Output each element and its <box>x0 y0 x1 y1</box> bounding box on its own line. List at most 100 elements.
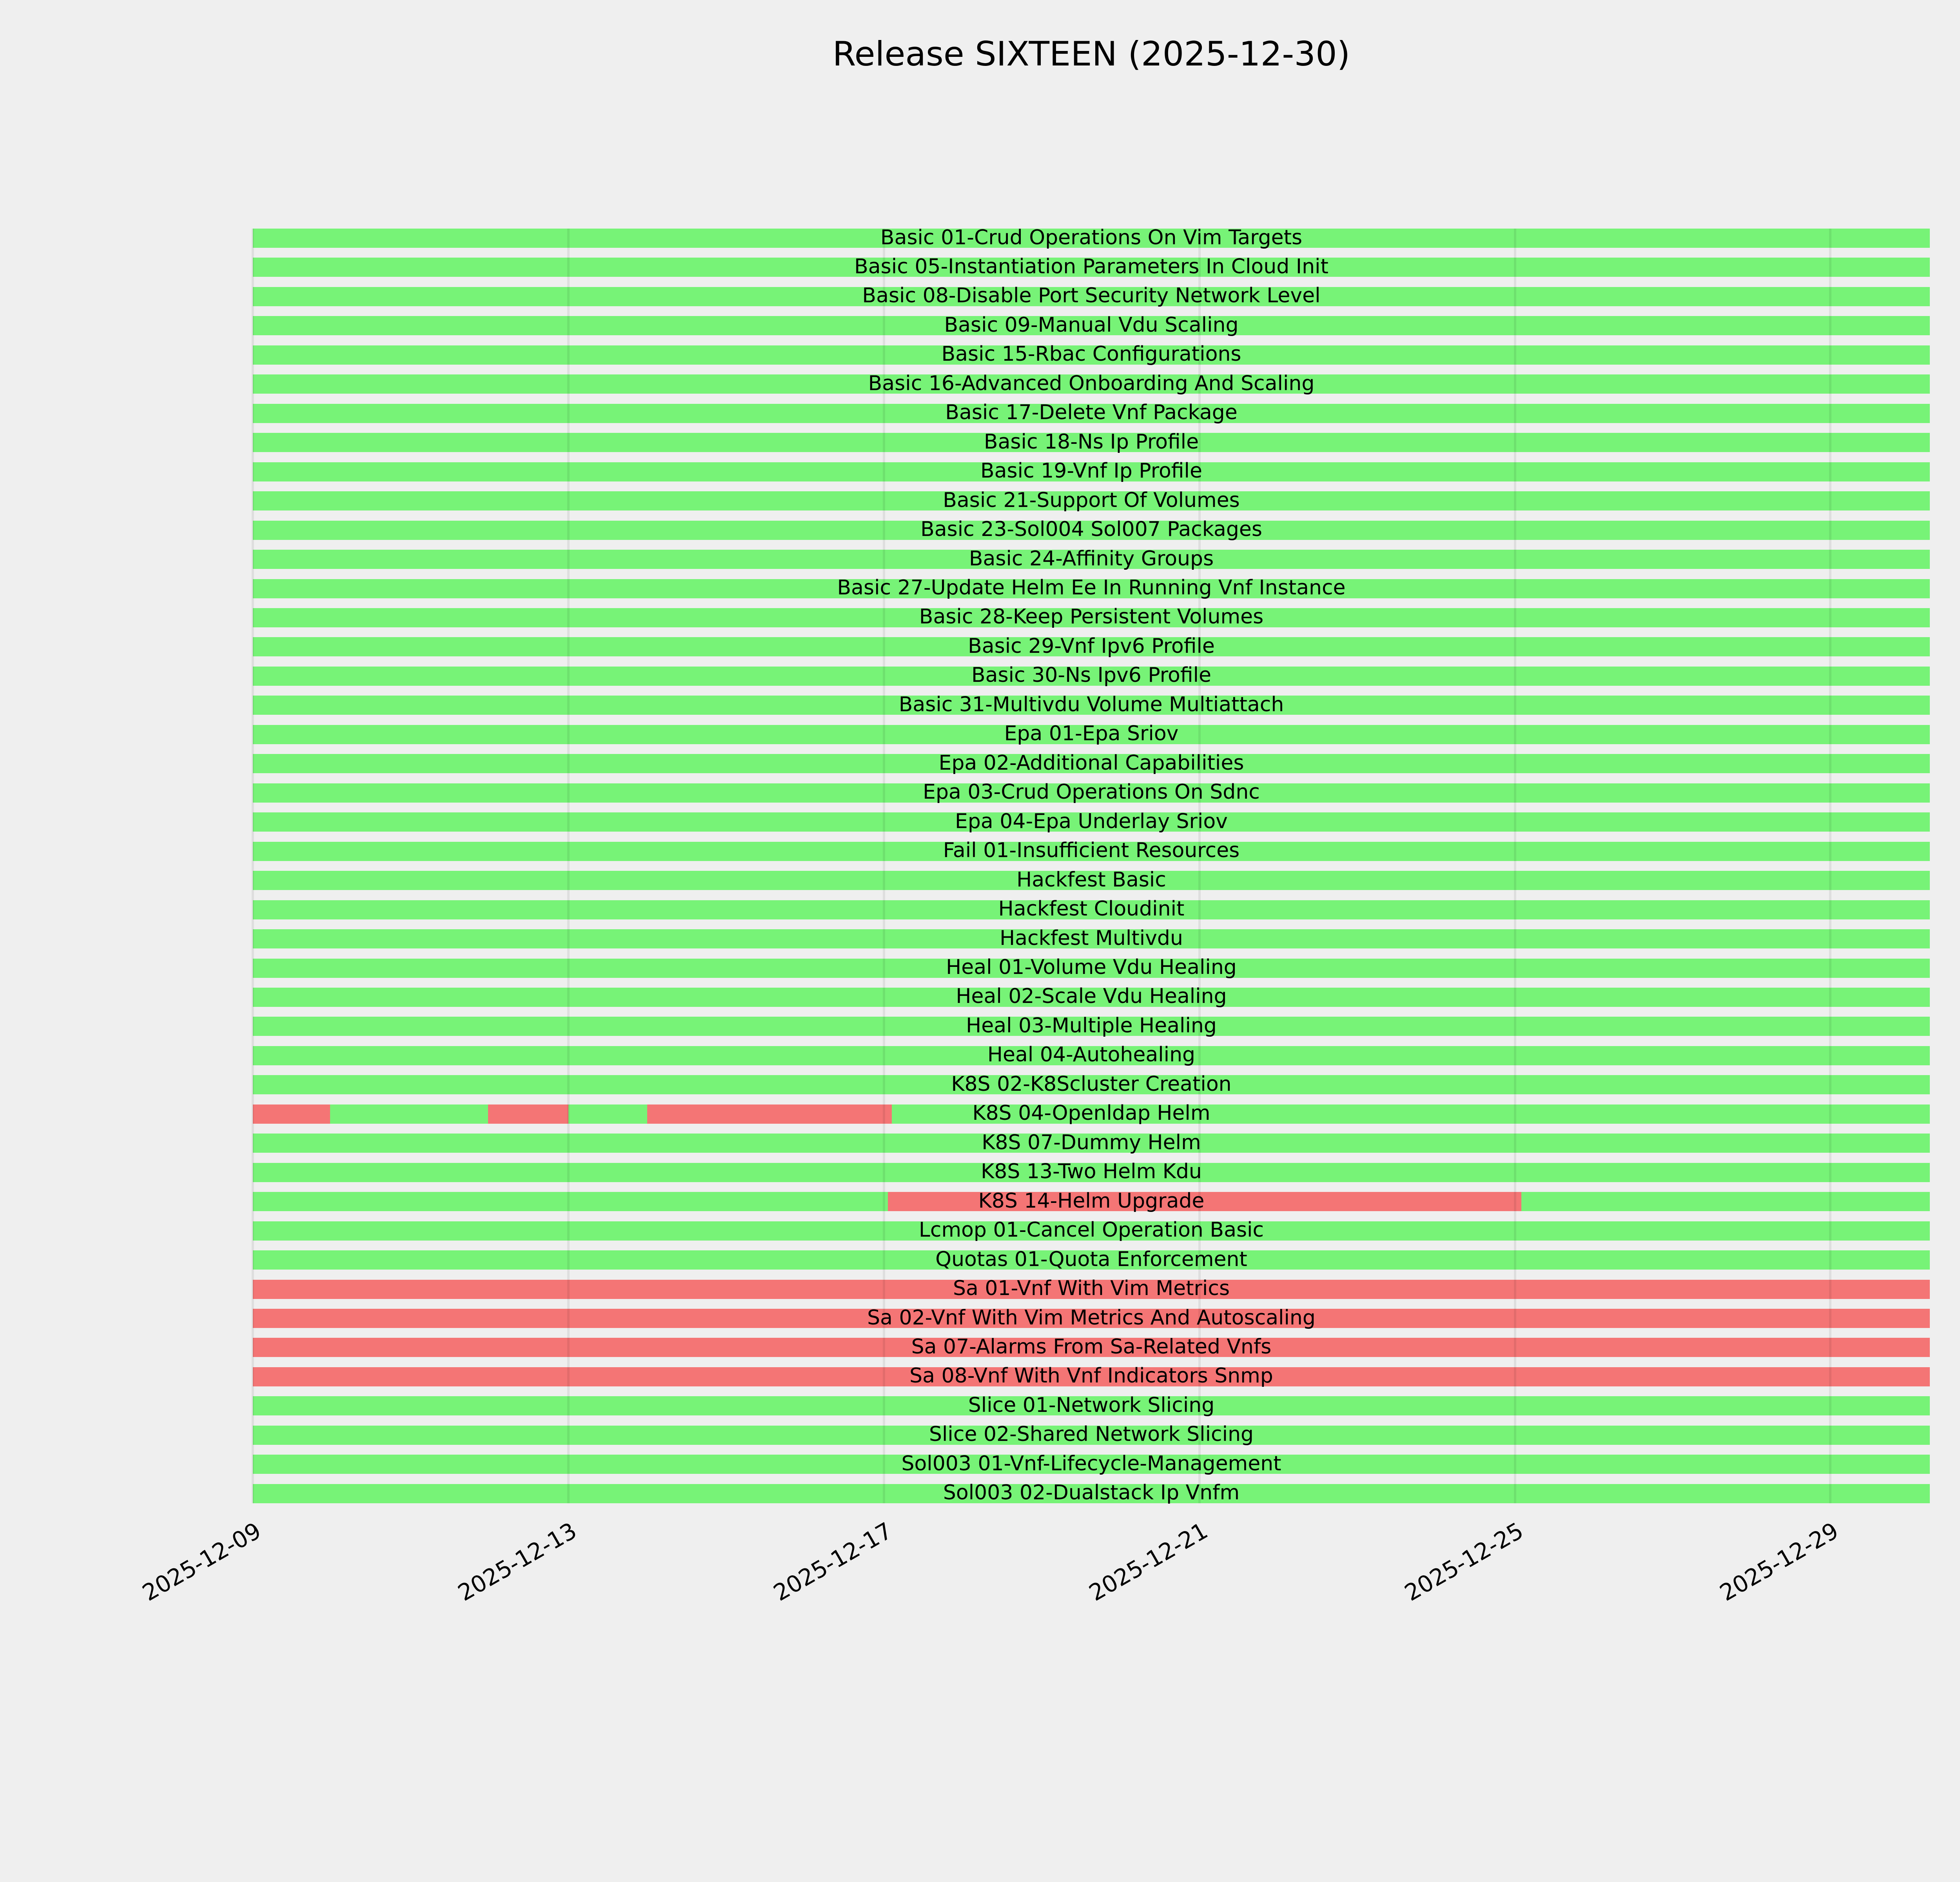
pass-segment <box>568 1104 648 1124</box>
gantt-row: Basic 28-Keep Persistent Volumes <box>253 605 1930 629</box>
row-label: Fail 01-Insufficient Resources <box>943 839 1240 863</box>
row-label: Sol003 02-Dualstack Ip Vnfm <box>943 1481 1240 1505</box>
pass-segment <box>253 1455 1930 1474</box>
row-label: Basic 24-Affinity Groups <box>969 547 1214 570</box>
row-label: K8S 14-Helm Upgrade <box>978 1189 1205 1213</box>
gridline <box>1829 229 1832 1503</box>
row-label: Epa 01-Epa Sriov <box>1004 722 1179 746</box>
gantt-row: Basic 31-Multivdu Volume Multiattach <box>253 692 1930 716</box>
gantt-row: K8S 07-Dummy Helm <box>253 1130 1930 1154</box>
row-label: Basic 18-Ns Ip Profile <box>984 430 1199 454</box>
pass-segment <box>253 871 1930 890</box>
gantt-row: Sa 07-Alarms From Sa-Related Vnfs <box>253 1335 1930 1359</box>
row-label: Basic 19-Vnf Ip Profile <box>980 459 1202 483</box>
gantt-row: Basic 23-Sol004 Sol007 Packages <box>253 518 1930 541</box>
gridline <box>252 229 254 1503</box>
pass-segment <box>253 754 1930 774</box>
x-axis-tick-label: 2025-12-25 <box>1400 1517 1528 1606</box>
gantt-row: Basic 15-Rbac Configurations <box>253 342 1930 366</box>
gantt-row: Epa 03-Crud Operations On Sdnc <box>253 780 1930 804</box>
pass-segment <box>891 1104 1930 1124</box>
row-label: Epa 02-Additional Capabilities <box>938 751 1244 775</box>
pass-segment <box>253 374 1930 394</box>
fail-segment <box>488 1104 568 1124</box>
pass-segment <box>253 1192 888 1212</box>
row-label: Basic 31-Multivdu Volume Multiattach <box>898 692 1284 716</box>
pass-segment <box>253 1396 1930 1416</box>
row-label: Basic 21-Support Of Volumes <box>943 488 1240 512</box>
gantt-row: Basic 29-Vnf Ipv6 Profile <box>253 634 1930 658</box>
pass-segment <box>253 287 1930 306</box>
gantt-row: Sa 08-Vnf With Vnf Indicators Snmp <box>253 1364 1930 1388</box>
pass-segment <box>253 1484 1930 1503</box>
pass-segment <box>253 1075 1930 1095</box>
gantt-row: Heal 01-Volume Vdu Healing <box>253 957 1930 978</box>
row-label: Lcmop 01-Cancel Operation Basic <box>918 1218 1264 1242</box>
pass-segment <box>253 229 1930 248</box>
pass-segment <box>253 1163 1930 1182</box>
gantt-row: Fail 01-Insufficient Resources <box>253 839 1930 863</box>
pass-segment <box>253 958 1930 978</box>
gantt-row: Basic 21-Support Of Volumes <box>253 488 1930 512</box>
gantt-row: Heal 04-Autohealing <box>253 1045 1930 1065</box>
fail-segment <box>253 1309 1930 1328</box>
pass-segment <box>253 1134 1930 1153</box>
row-label: K8S 04-Openldap Helm <box>972 1101 1210 1125</box>
gantt-row: K8S 13-Two Helm Kdu <box>253 1160 1930 1184</box>
gantt-row: Basic 27-Update Helm Ee In Running Vnf I… <box>253 578 1930 598</box>
gantt-row: K8S 14-Helm Upgrade <box>253 1189 1930 1213</box>
x-axis-tick-label: 2025-12-13 <box>453 1517 581 1606</box>
gridline <box>1514 229 1516 1503</box>
gantt-row: Basic 17-Delete Vnf Package <box>253 402 1930 423</box>
pass-segment <box>253 1221 1930 1241</box>
x-axis-tick-label: 2025-12-09 <box>138 1517 266 1606</box>
gridline <box>882 229 885 1503</box>
row-label: Slice 01-Network Slicing <box>968 1393 1215 1417</box>
pass-segment <box>253 929 1930 949</box>
row-label: Basic 23-Sol004 Sol007 Packages <box>920 518 1262 541</box>
pass-segment <box>253 783 1930 803</box>
gantt-row: Slice 02-Shared Network Slicing <box>253 1424 1930 1445</box>
pass-segment <box>253 403 1930 423</box>
row-label: Basic 29-Vnf Ipv6 Profile <box>968 634 1215 658</box>
row-label: Hackfest Basic <box>1016 868 1166 892</box>
gantt-row: Epa 01-Epa Sriov <box>253 722 1930 746</box>
row-label: Basic 01-Crud Operations On Vim Targets <box>880 225 1303 249</box>
pass-segment <box>253 725 1930 744</box>
gantt-row: Sol003 02-Dualstack Ip Vnfm <box>253 1481 1930 1505</box>
row-label: K8S 07-Dummy Helm <box>982 1130 1201 1154</box>
row-label: Basic 08-Disable Port Security Network L… <box>862 284 1321 308</box>
pass-segment <box>253 433 1930 452</box>
pass-segment <box>1521 1192 1930 1212</box>
gantt-row: Sol003 01-Vnf-Lifecycle-Management <box>253 1453 1930 1474</box>
pass-segment <box>253 1017 1930 1036</box>
row-label: Basic 15-Rbac Configurations <box>941 342 1241 366</box>
row-label: Sa 08-Vnf With Vnf Indicators Snmp <box>909 1364 1273 1388</box>
gantt-row: Heal 03-Multiple Healing <box>253 1015 1930 1036</box>
gantt-row: Epa 04-Epa Underlay Sriov <box>253 811 1930 832</box>
pass-segment <box>253 579 1930 598</box>
row-label: Hackfest Cloudinit <box>998 897 1185 921</box>
row-label: Basic 16-Advanced Onboarding And Scaling <box>868 371 1315 395</box>
pass-segment <box>253 841 1930 861</box>
gantt-row: Basic 09-Manual Vdu Scaling <box>253 315 1930 336</box>
gantt-row: Basic 30-Ns Ipv6 Profile <box>253 665 1930 686</box>
row-label: Sa 07-Alarms From Sa-Related Vnfs <box>911 1335 1272 1359</box>
row-label: K8S 13-Two Helm Kdu <box>981 1160 1202 1184</box>
row-label: Basic 05-Instantiation Parameters In Clo… <box>854 254 1328 278</box>
chart-title: Release SIXTEEN (2025-12-30) <box>832 35 1350 74</box>
gridline <box>567 229 570 1503</box>
row-label: Heal 02-Scale Vdu Healing <box>956 985 1227 1008</box>
fail-segment <box>253 1279 1930 1299</box>
x-axis-tick-label: 2025-12-21 <box>1084 1517 1212 1606</box>
fail-segment <box>253 1338 1930 1357</box>
row-label: Epa 03-Crud Operations On Sdnc <box>923 780 1260 804</box>
fail-segment <box>253 1367 1930 1386</box>
gantt-row: Basic 08-Disable Port Security Network L… <box>253 284 1930 308</box>
gantt-row: Hackfest Cloudinit <box>253 897 1930 921</box>
row-label: Basic 28-Keep Persistent Volumes <box>919 605 1264 629</box>
pass-segment <box>253 608 1930 627</box>
gantt-row: Lcmop 01-Cancel Operation Basic <box>253 1218 1930 1242</box>
pass-segment <box>253 550 1930 569</box>
